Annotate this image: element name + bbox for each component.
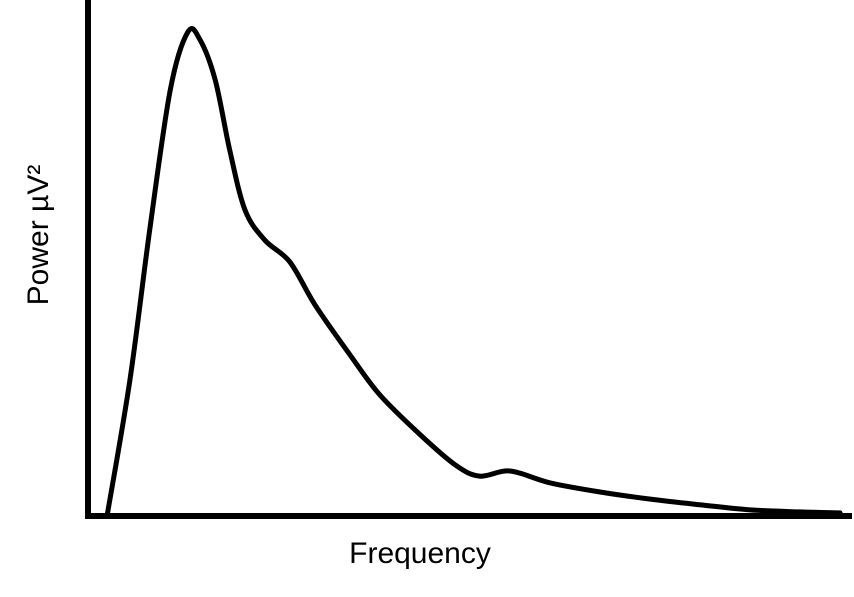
- data-line: [104, 26, 843, 519]
- x-axis-label: Frequency: [349, 537, 491, 570]
- y-axis-label: Power µV²: [22, 165, 55, 306]
